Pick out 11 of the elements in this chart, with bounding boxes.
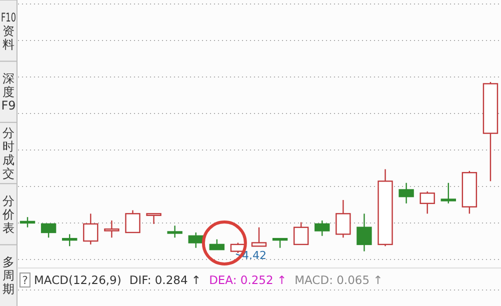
- text: MACD(12,26,9): [34, 273, 122, 287]
- annotation: 4.42: [242, 249, 266, 262]
- text: F10资料: [1, 10, 24, 52]
- text: 深度F9: [1, 72, 16, 113]
- text: 多周期: [2, 255, 14, 296]
- text: 分时成交: [2, 126, 14, 180]
- text: DIF: 0.284 ↑: [129, 273, 202, 287]
- text: 分价表: [2, 194, 14, 235]
- text: ?: [22, 274, 28, 287]
- text: DEA: 0.252 ↑: [209, 273, 287, 287]
- text: MACD: 0.065 ↑: [294, 273, 383, 287]
